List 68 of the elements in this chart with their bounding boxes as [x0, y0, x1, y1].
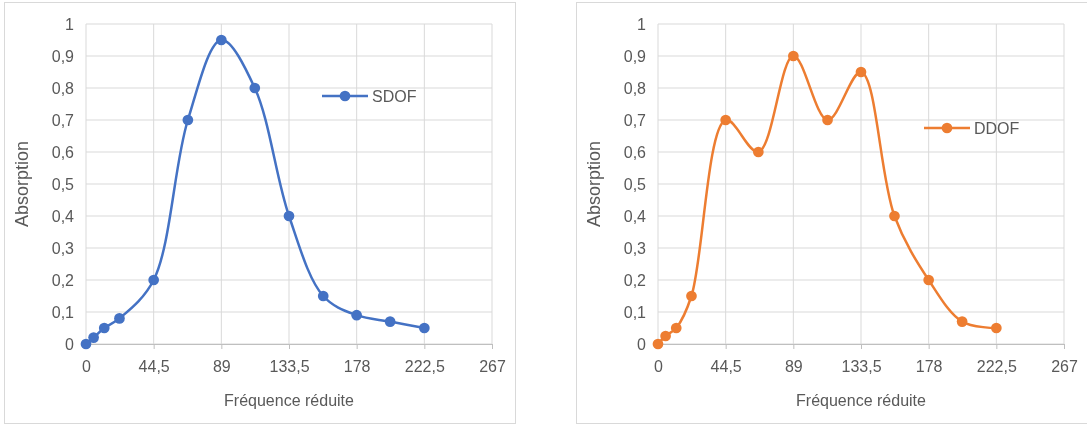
- point: [889, 210, 900, 222]
- point: [418, 322, 430, 334]
- y-tick-label: 1: [65, 15, 75, 33]
- y-tick-label: 0,3: [623, 239, 647, 257]
- point: [990, 322, 1002, 334]
- x-tick-label: 267: [479, 358, 506, 376]
- y-tick-label: 0,5: [51, 175, 75, 193]
- x-axis-title: Fréquence réduite: [224, 392, 355, 409]
- point: [249, 82, 261, 94]
- x-tick-label: 89: [212, 358, 231, 376]
- point: [283, 210, 295, 222]
- point: [80, 338, 92, 350]
- y-tick-label: 0,1: [51, 303, 75, 321]
- y-tick-label: 0: [65, 335, 75, 353]
- y-tick-label: 0,5: [623, 175, 647, 193]
- legend-label: SDOF: [372, 87, 417, 105]
- x-tick-label: 222,5: [976, 358, 1017, 376]
- point: [114, 313, 125, 324]
- x-tick-label: 178: [915, 358, 943, 376]
- point: [787, 50, 799, 62]
- y-tick-label: 0,6: [51, 143, 75, 161]
- y-axis-title: Absorption: [12, 140, 32, 228]
- x-tick-label: 0: [82, 358, 92, 376]
- y-tick-label: 0,8: [51, 79, 75, 97]
- y-tick-label: 0,6: [623, 143, 647, 161]
- y-tick-label: 0,8: [623, 79, 647, 97]
- point: [317, 290, 329, 302]
- y-tick-label: 0,9: [51, 47, 75, 65]
- x-tick-label: 133,5: [841, 358, 882, 376]
- point: [182, 114, 194, 126]
- y-tick-label: 0,4: [623, 207, 647, 225]
- point: [88, 332, 99, 343]
- x-tick-label: 44,5: [138, 358, 170, 376]
- y-tick-label: 0,1: [623, 303, 647, 321]
- point: [923, 274, 935, 286]
- y-tick-label: 0,2: [623, 271, 647, 289]
- y-tick-label: 0,3: [51, 239, 75, 257]
- point: [855, 66, 867, 78]
- x-tick-label: 267: [1051, 358, 1078, 376]
- point: [660, 330, 671, 342]
- x-tick-label: 89: [784, 358, 803, 376]
- y-tick-label: 0,7: [51, 111, 75, 129]
- y-tick-label: 0,9: [623, 47, 647, 65]
- point: [670, 322, 682, 334]
- point: [215, 34, 227, 46]
- x-tick-label: 0: [654, 358, 664, 376]
- x-tick-label: 44,5: [710, 358, 742, 376]
- x-tick-label: 178: [343, 358, 371, 376]
- y-tick-label: 0,7: [623, 111, 647, 129]
- y-tick-label: 0,4: [51, 207, 75, 225]
- x-axis-title: Fréquence réduite: [796, 392, 927, 409]
- x-tick-label: 133,5: [269, 358, 310, 376]
- y-tick-label: 0: [637, 335, 647, 353]
- point: [351, 309, 363, 321]
- point: [652, 338, 664, 350]
- y-tick-label: 1: [637, 15, 647, 33]
- point: [384, 316, 396, 327]
- legend-label: DDOF: [974, 119, 1020, 137]
- point: [720, 114, 732, 126]
- y-tick-label: 0,2: [51, 271, 75, 289]
- x-tick-label: 222,5: [404, 358, 445, 376]
- y-axis-title: Absorption: [584, 140, 604, 228]
- point: [822, 114, 833, 126]
- point: [98, 322, 110, 334]
- point: [753, 146, 764, 158]
- point: [148, 274, 160, 286]
- point: [956, 316, 968, 327]
- point: [686, 290, 697, 302]
